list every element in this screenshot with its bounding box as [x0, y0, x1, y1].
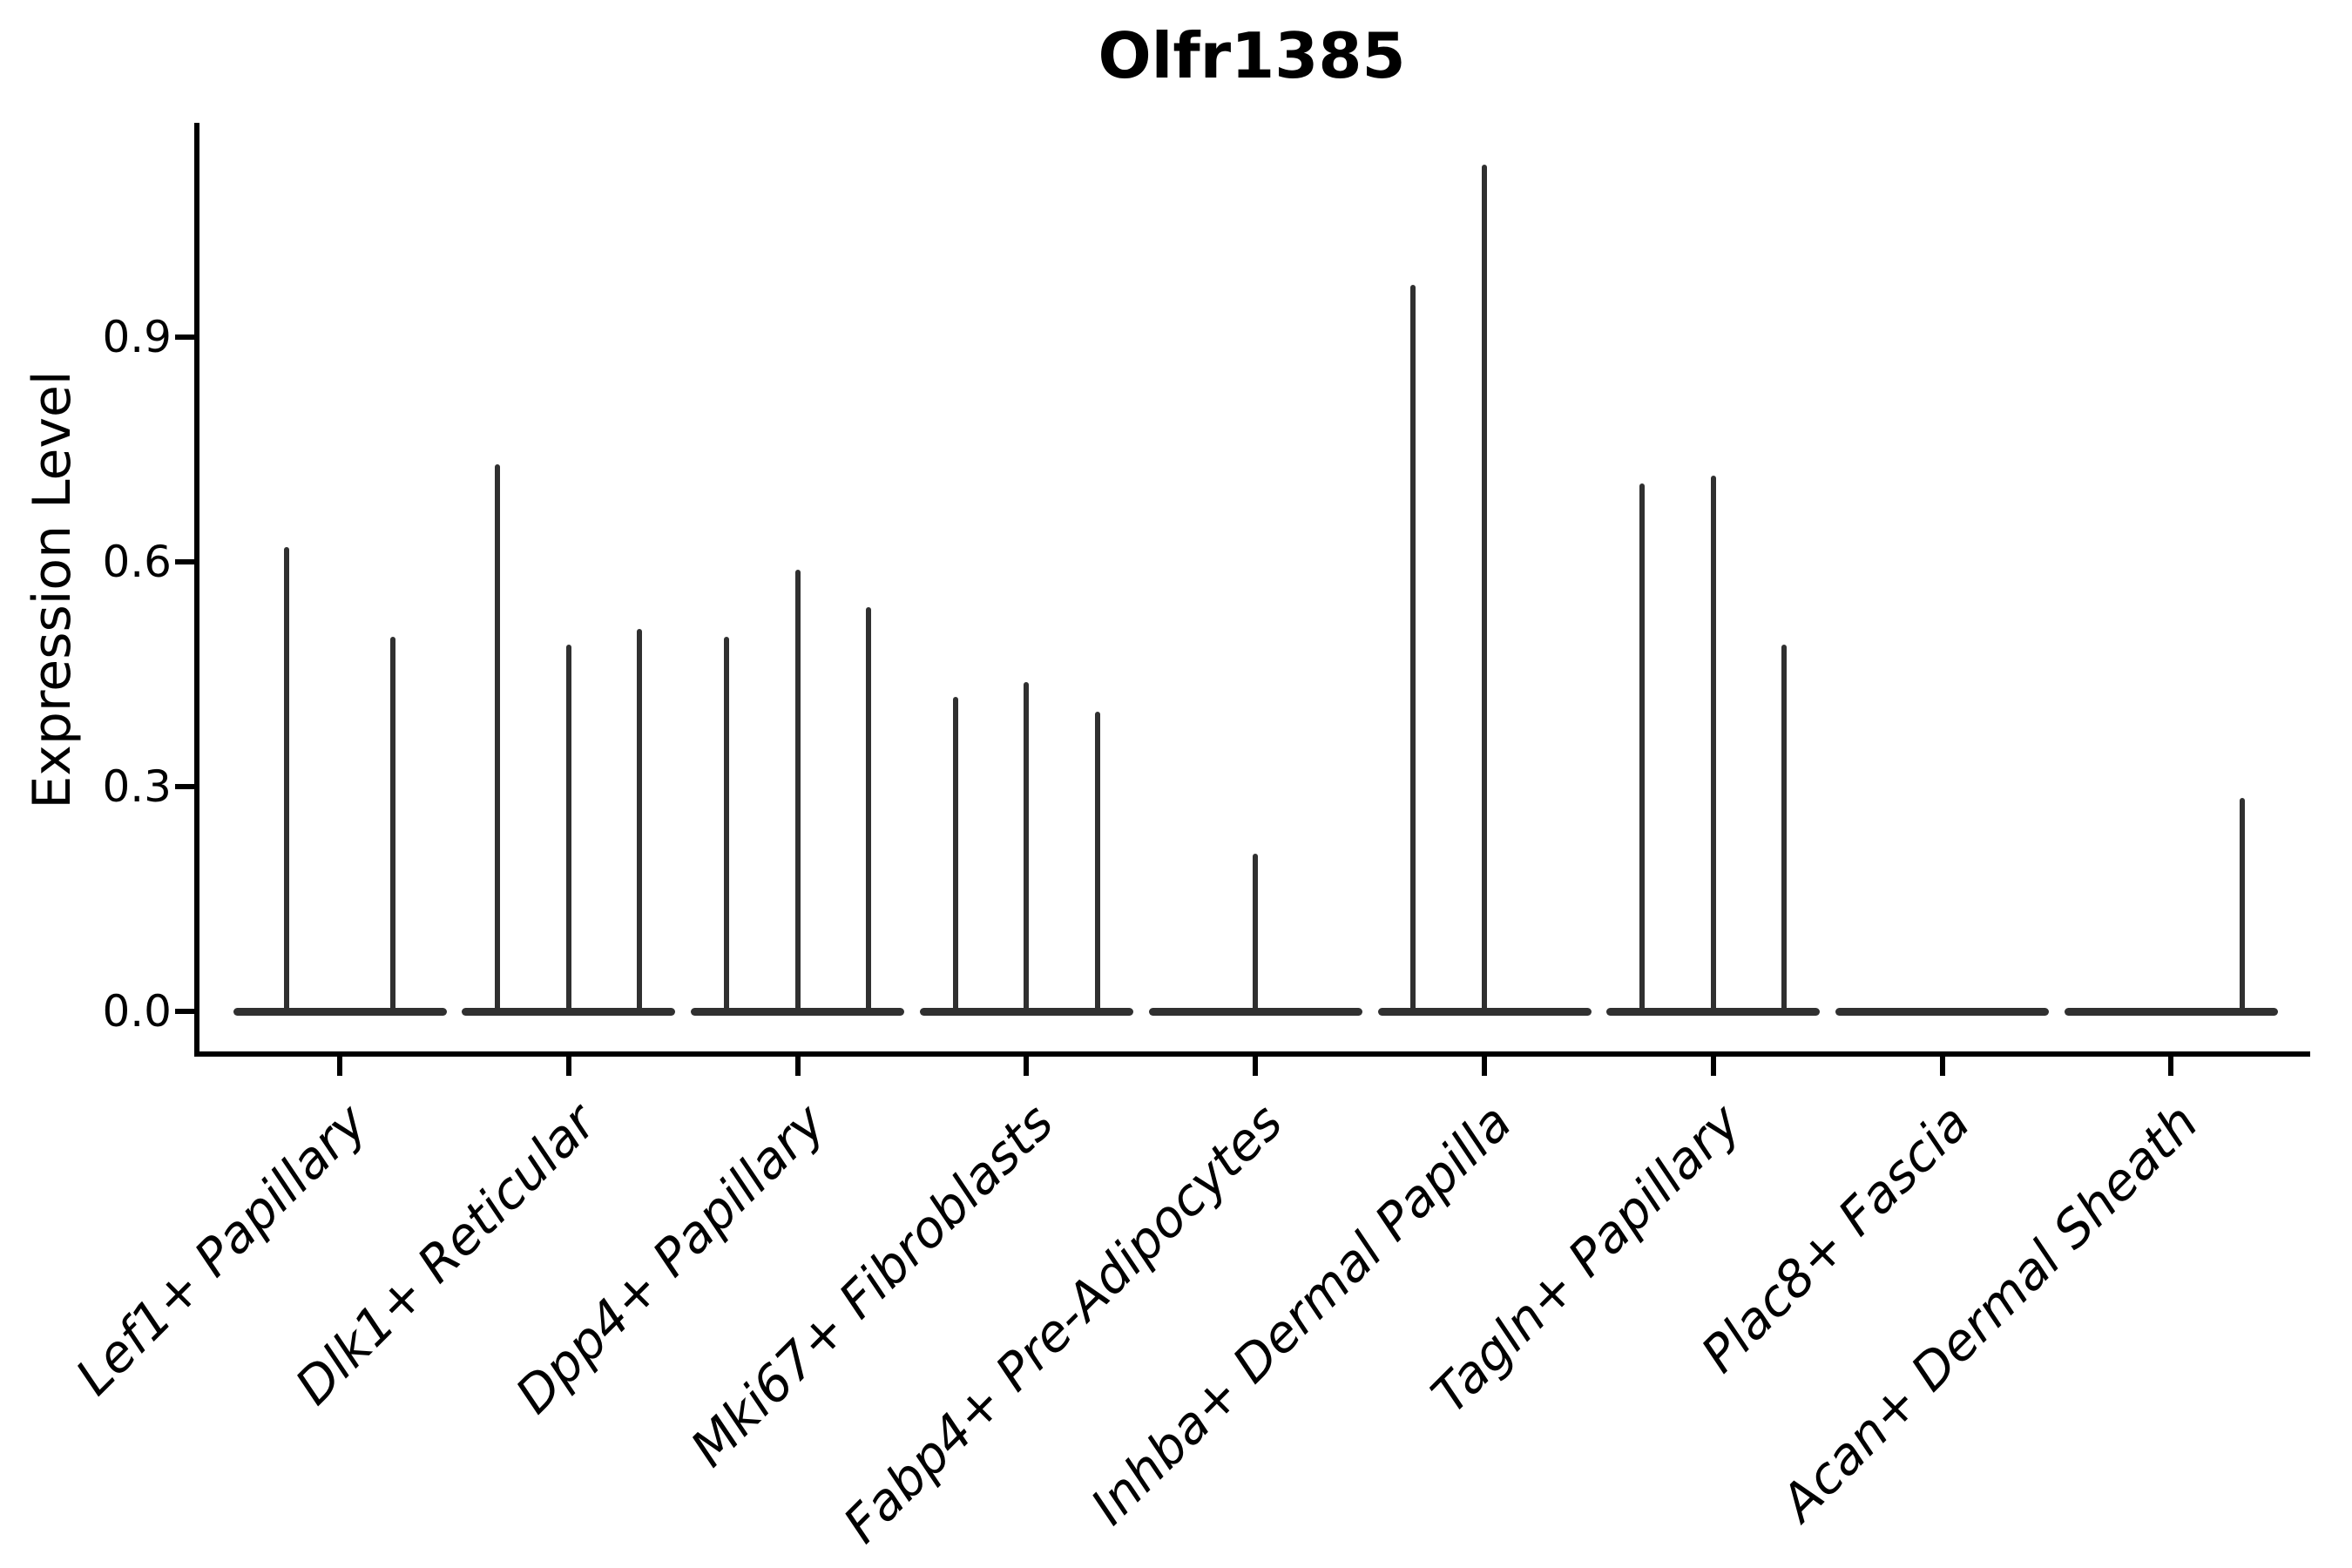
violin-baseline: [691, 1007, 905, 1016]
violin-baseline: [1835, 1007, 2050, 1016]
violin-spike: [390, 637, 396, 1011]
violin-spike: [1253, 854, 1259, 1011]
y-tick-label: 0.6: [102, 537, 172, 587]
x-tick-mark: [794, 1057, 801, 1076]
x-tick-mark: [1939, 1057, 1945, 1076]
violin-spike: [565, 644, 571, 1011]
x-tick-mark: [1024, 1057, 1030, 1076]
violin-spike: [866, 606, 872, 1011]
violin-baseline: [1377, 1007, 1592, 1016]
y-tick-mark: [175, 1009, 194, 1014]
x-tick-mark: [2168, 1057, 2174, 1076]
x-axis-spine: [194, 1051, 2310, 1057]
y-tick-label: 0.9: [102, 312, 172, 362]
violin-baseline: [1606, 1007, 1821, 1016]
violin-spike: [1095, 712, 1101, 1011]
violin-spike: [495, 464, 501, 1011]
violin-spike: [794, 569, 801, 1011]
x-tick-mark: [1482, 1057, 1487, 1076]
x-tick-mark: [1710, 1057, 1716, 1076]
x-tick-mark: [337, 1057, 342, 1076]
violin-baseline: [919, 1007, 1133, 1016]
violin-spike: [1410, 284, 1416, 1011]
y-tick-mark: [175, 335, 194, 340]
violin-spike: [637, 629, 643, 1011]
violin-spike: [1639, 483, 1646, 1011]
violin-spike: [283, 546, 289, 1011]
violin-baseline: [462, 1007, 676, 1016]
violin-spike: [1710, 476, 1716, 1011]
violin-spike: [1482, 165, 1487, 1011]
y-tick-label: 0.0: [102, 986, 172, 1037]
violin-baseline: [1148, 1007, 1362, 1016]
violin-spike: [723, 637, 729, 1011]
y-axis-spine: [194, 123, 199, 1057]
violin-baseline: [2064, 1007, 2278, 1016]
y-tick-mark: [175, 784, 194, 789]
violin-spike: [1781, 644, 1788, 1011]
y-tick-label: 0.3: [102, 761, 172, 812]
violin-baseline: [233, 1007, 447, 1016]
x-tick-mark: [1253, 1057, 1259, 1076]
x-tick-mark: [565, 1057, 571, 1076]
violin-spike: [1024, 681, 1030, 1011]
violin-spike: [2240, 797, 2246, 1011]
chart-title: Olfr1385: [1098, 19, 1406, 92]
violin-spike: [952, 696, 958, 1011]
y-tick-mark: [175, 559, 194, 564]
